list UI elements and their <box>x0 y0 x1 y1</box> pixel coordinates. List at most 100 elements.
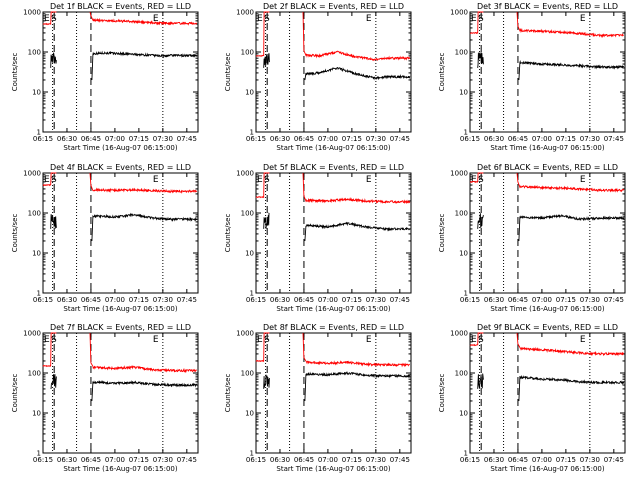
series-line-lld <box>255 332 411 368</box>
y-tick-label: 1 <box>250 290 254 298</box>
chart-panel: Det 6f BLACK = Events, RED = LLD 1 10 100 10… <box>438 163 626 313</box>
y-tick-label: 1000 <box>450 330 468 338</box>
x-tick-label: 07:30 <box>366 456 386 464</box>
y-tick-label: 1 <box>464 129 468 137</box>
x-tick-label: 07:15 <box>342 135 362 143</box>
x-tick-label: 07:45 <box>604 296 624 304</box>
chart-title: Det 8f BLACK = Events, RED = LLD <box>263 323 404 332</box>
marker-e-end: E <box>153 175 159 185</box>
chart-title: Det 5f BLACK = Events, RED = LLD <box>263 163 404 172</box>
x-tick-label: 06:45 <box>294 135 314 143</box>
y-axis-label: Counts/sec <box>224 53 232 92</box>
y-tick-label: 10 <box>32 89 41 97</box>
series-line-events <box>477 213 625 242</box>
x-tick-label: 06:30 <box>57 296 77 304</box>
x-tick-label: 06:15 <box>33 135 53 143</box>
chart-title: Det 7f BLACK = Events, RED = LLD <box>50 323 191 332</box>
x-tick-label: 07:15 <box>129 296 149 304</box>
x-tick-label: 07:45 <box>177 135 197 143</box>
marker-e-start: E <box>471 335 477 345</box>
marker-e-start: E <box>44 335 50 345</box>
chart-title: Det 6f BLACK = Events, RED = LLD <box>477 163 618 172</box>
x-tick-label: 06:30 <box>484 296 504 304</box>
plot-frame <box>42 332 199 454</box>
marker-s: S <box>478 335 484 345</box>
y-tick-label: 100 <box>28 210 41 218</box>
x-tick-label: 07:45 <box>390 135 410 143</box>
x-tick-label: 07:15 <box>556 296 576 304</box>
x-tick-label: 06:15 <box>460 456 480 464</box>
x-axis-label: Start Time (16-Aug-07 06:15:00) <box>490 305 604 313</box>
x-axis-label: Start Time (16-Aug-07 06:15:00) <box>490 144 604 152</box>
marker-s: S <box>51 14 57 24</box>
y-tick-label: 1 <box>250 450 254 458</box>
x-tick-label: 07:00 <box>532 456 552 464</box>
series-line-lld <box>255 11 411 62</box>
x-tick-label: 06:45 <box>508 296 528 304</box>
series-line-lld <box>42 11 198 26</box>
plot-frame <box>469 11 626 133</box>
marker-e-start: E <box>44 14 50 24</box>
marker-s: S <box>51 175 57 185</box>
x-tick-label: 07:00 <box>318 456 338 464</box>
x-tick-label: 06:45 <box>294 296 314 304</box>
x-tick-label: 07:30 <box>366 135 386 143</box>
y-tick-label: 100 <box>241 49 254 57</box>
chart-panel: Det 3f BLACK = Events, RED = LLD 1 10 100 10… <box>438 2 626 152</box>
y-tick-label: 10 <box>459 250 468 258</box>
x-tick-label: 06:15 <box>33 456 53 464</box>
y-tick-label: 1 <box>37 450 41 458</box>
x-tick-label: 06:45 <box>508 456 528 464</box>
marker-e-end: E <box>580 14 586 24</box>
series-line-events <box>477 373 625 402</box>
x-tick-label: 07:15 <box>342 456 362 464</box>
series-line-events <box>263 212 410 242</box>
chart-panel: Det 4f BLACK = Events, RED = LLD 1 10 100 10… <box>11 163 199 313</box>
marker-s: S <box>478 14 484 24</box>
x-tick-label: 06:15 <box>246 135 266 143</box>
x-tick-label: 07:45 <box>604 135 624 143</box>
x-tick-label: 06:45 <box>294 456 314 464</box>
x-tick-label: 07:15 <box>129 456 149 464</box>
y-tick-label: 10 <box>32 410 41 418</box>
marker-s: S <box>264 14 270 24</box>
plot-frame <box>469 332 626 454</box>
x-tick-label: 07:45 <box>177 296 197 304</box>
y-tick-label: 1000 <box>236 170 254 178</box>
x-tick-label: 06:30 <box>270 296 290 304</box>
chart-panel: Det 7f BLACK = Events, RED = LLD 1 10 100 10… <box>11 323 199 473</box>
y-tick-label: 1000 <box>23 170 41 178</box>
y-tick-label: 1000 <box>450 9 468 17</box>
x-tick-label: 07:45 <box>604 456 624 464</box>
y-axis-label: Counts/sec <box>224 374 232 413</box>
y-tick-label: 100 <box>28 370 41 378</box>
x-axis-label: Start Time (16-Aug-07 06:15:00) <box>63 305 177 313</box>
x-axis-label: Start Time (16-Aug-07 06:15:00) <box>63 144 177 152</box>
y-tick-label: 10 <box>32 250 41 258</box>
marker-e-end: E <box>366 175 372 185</box>
y-tick-label: 10 <box>245 89 254 97</box>
x-axis-label: Start Time (16-Aug-07 06:15:00) <box>276 144 390 152</box>
y-tick-label: 100 <box>241 210 254 218</box>
marker-e-start: E <box>471 14 477 24</box>
y-axis-label: Counts/sec <box>438 53 446 92</box>
series-line-events <box>263 370 411 402</box>
chart-title: Det 1f BLACK = Events, RED = LLD <box>50 2 191 11</box>
x-tick-label: 06:45 <box>81 456 101 464</box>
y-tick-label: 10 <box>245 410 254 418</box>
y-axis-label: Counts/sec <box>11 374 19 413</box>
y-axis-label: Counts/sec <box>224 214 232 253</box>
x-tick-label: 07:45 <box>390 296 410 304</box>
y-tick-label: 100 <box>241 370 254 378</box>
x-tick-label: 06:15 <box>246 456 266 464</box>
series-line-events <box>50 50 198 81</box>
series-line-events <box>263 53 411 81</box>
x-tick-label: 07:30 <box>580 296 600 304</box>
x-tick-label: 07:00 <box>532 296 552 304</box>
y-tick-label: 10 <box>245 250 254 258</box>
marker-e-end: E <box>366 14 372 24</box>
marker-e-start: E <box>471 175 477 185</box>
x-tick-label: 07:00 <box>105 135 125 143</box>
x-axis-label: Start Time (16-Aug-07 06:15:00) <box>276 305 390 313</box>
x-tick-label: 06:45 <box>81 135 101 143</box>
